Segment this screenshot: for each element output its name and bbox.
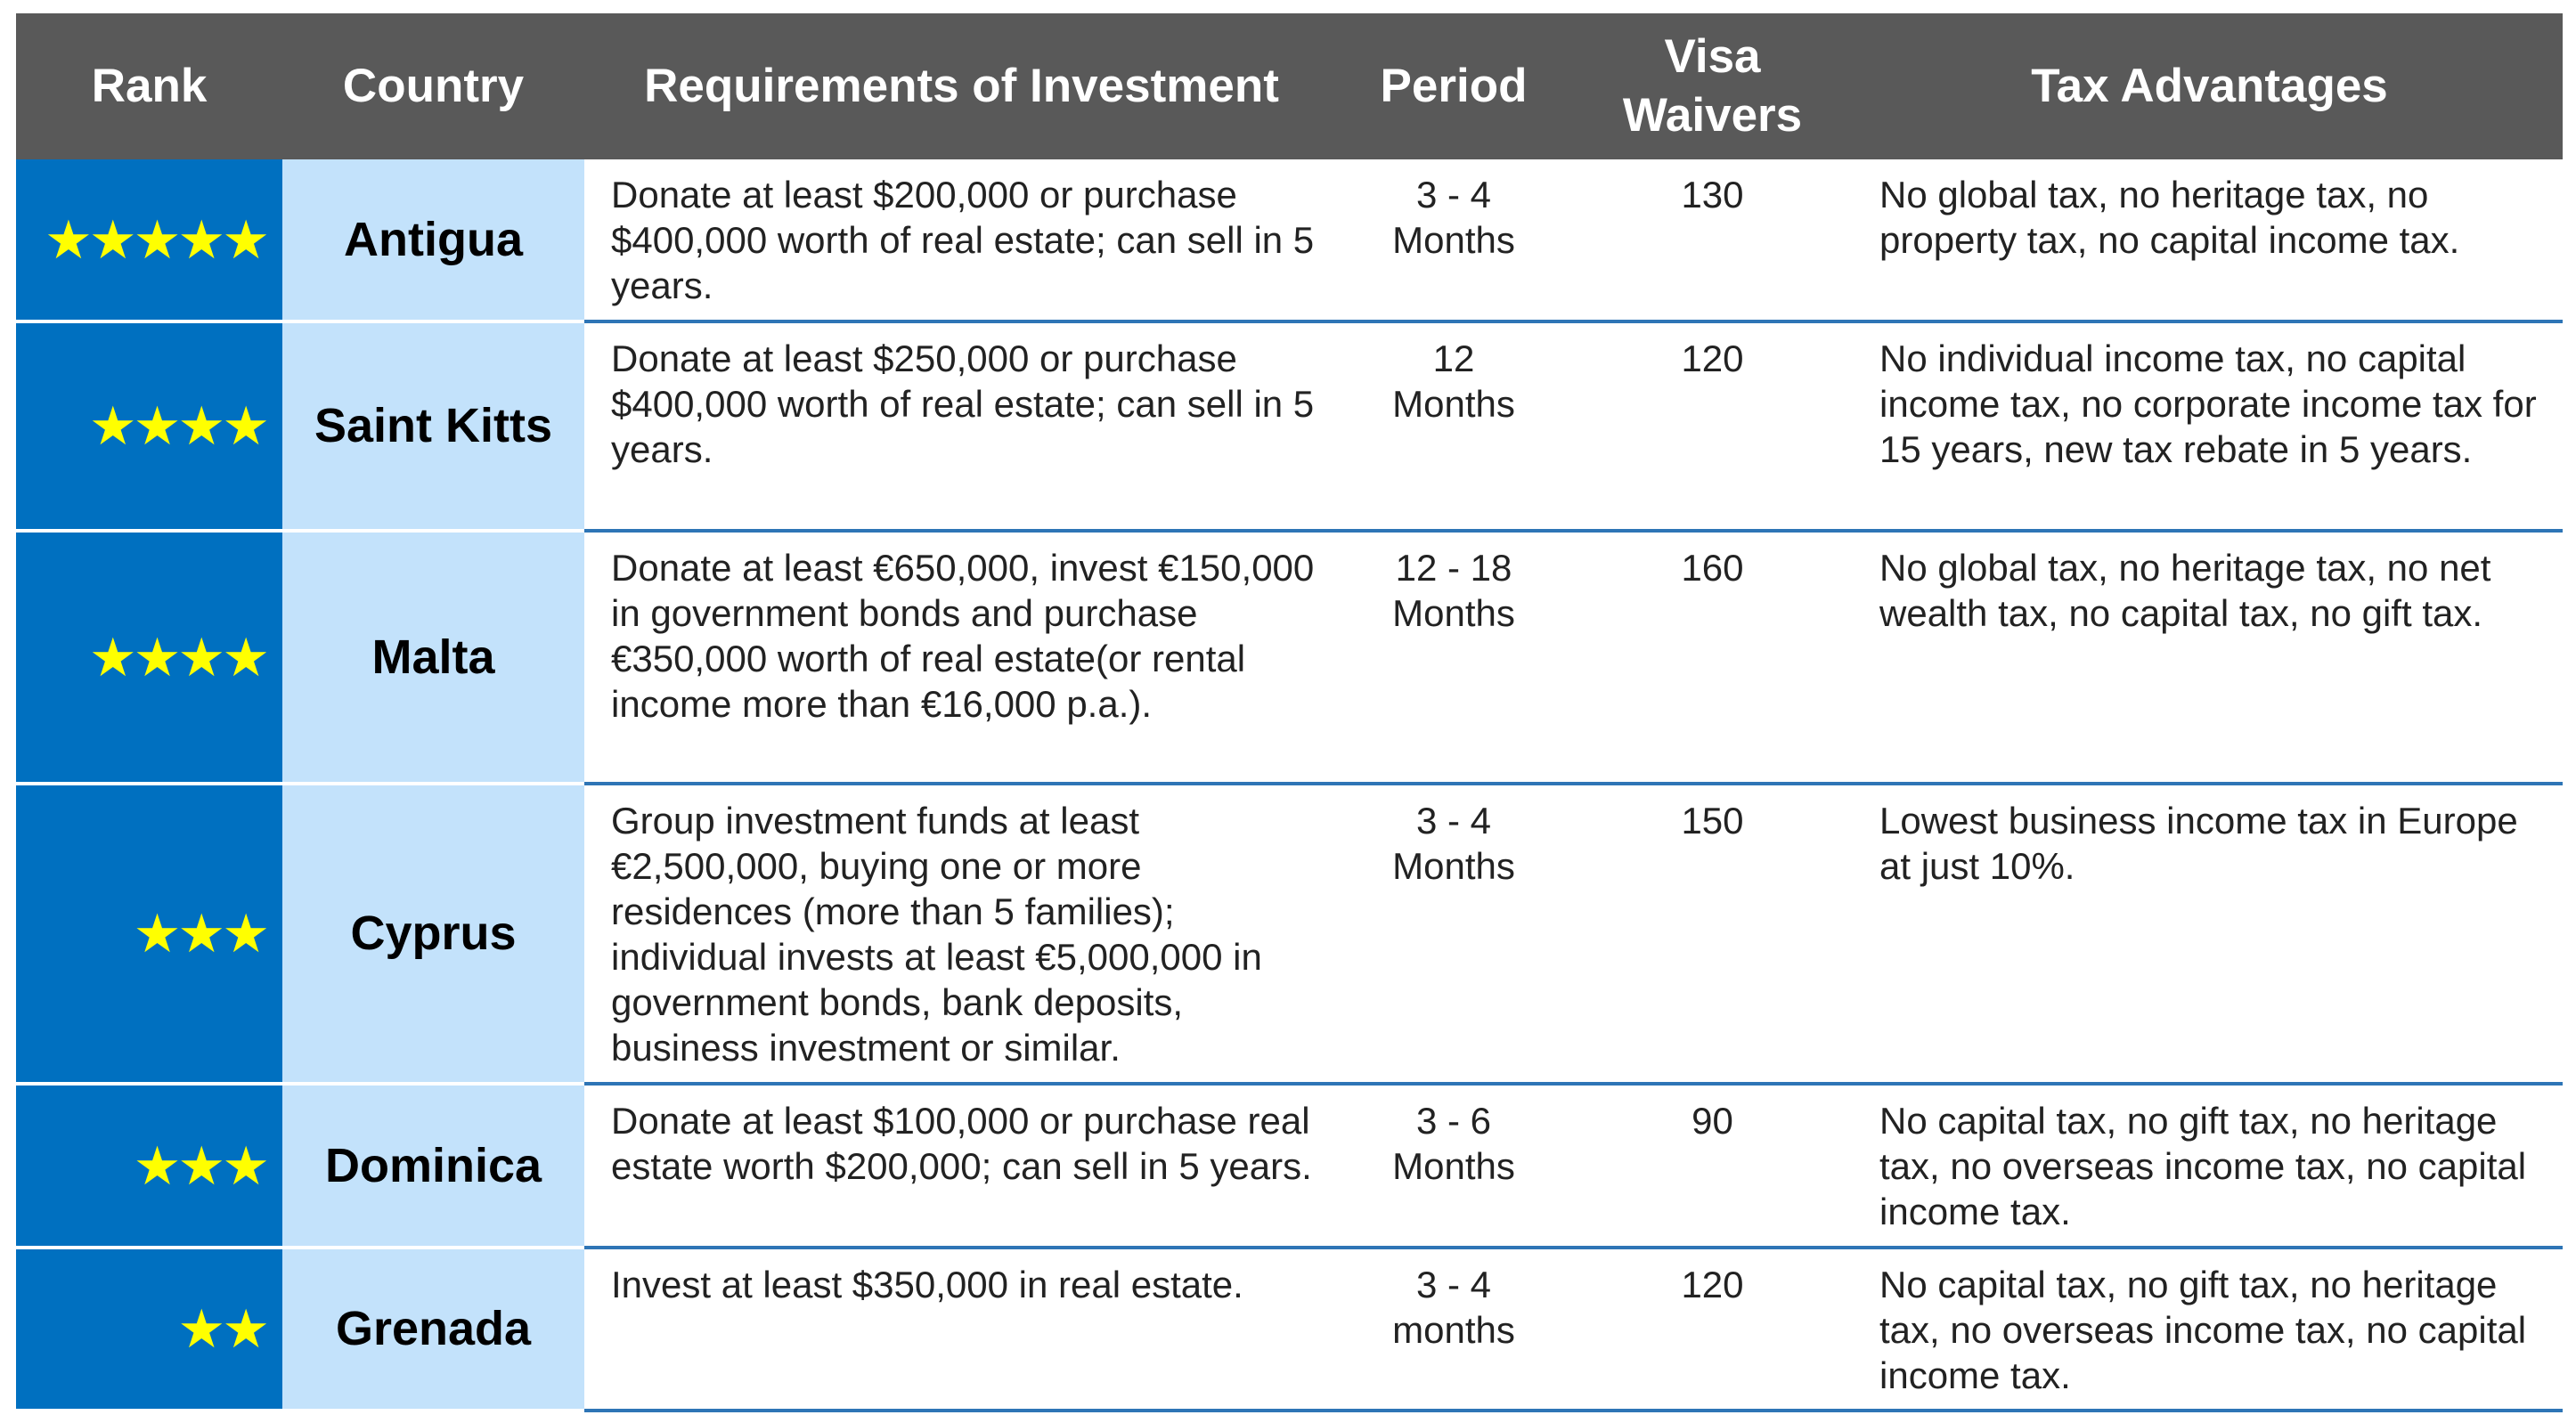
country-name: Malta (282, 531, 584, 785)
header-cell: Country (282, 13, 584, 159)
table-row: ★★★★★ Antigua Donate at least $200,000 or … (16, 159, 2563, 323)
country-name: Antigua (282, 159, 584, 323)
country-name: Grenada (282, 1248, 584, 1412)
rank-stars: ★★★★ (16, 321, 282, 533)
tax-advantages: No global tax, no heritage tax, no prope… (1856, 159, 2563, 323)
period: 12 Months (1339, 321, 1569, 533)
period: 12 - 18 Months (1339, 531, 1569, 785)
table-row: ★★★ Cyprus Group investment funds at least… (16, 784, 2563, 1086)
tax-advantages: No individual income tax, no capital inc… (1856, 321, 2563, 533)
rank-stars: ★★★★★ (16, 159, 282, 323)
requirements: Donate at least $250,000 or purchase $40… (584, 321, 1339, 533)
country-name: Cyprus (282, 784, 584, 1086)
country-name: Dominica (282, 1084, 584, 1249)
country-name: Saint Kitts (282, 321, 584, 533)
table-body: ★★★★★ Antigua Donate at least $200,000 or … (16, 159, 2563, 1412)
header-cell: Requirements of Investment (584, 13, 1339, 159)
period: 3 - 4 Months (1339, 159, 1569, 323)
table-row: ★★★★ Saint Kitts Donate at least $250,000 … (16, 321, 2563, 533)
tax-advantages: No global tax, no heritage tax, no net w… (1856, 531, 2563, 785)
requirements: Donate at least $200,000 or purchase $40… (584, 159, 1339, 323)
rank-stars: ★★ (16, 1248, 282, 1412)
visa-waivers: 130 (1569, 159, 1856, 323)
rank-stars: ★★★★ (16, 531, 282, 785)
table-row: ★★★ Dominica Donate at least $100,000 or p… (16, 1084, 2563, 1249)
visa-table: Rank Country Requirements of Investment Per… (16, 13, 2563, 1412)
table-row: ★★ Grenada Invest at least $350,000 in rea… (16, 1248, 2563, 1412)
visa-waivers: 150 (1569, 784, 1856, 1086)
tax-advantages: No capital tax, no gift tax, no heritage… (1856, 1248, 2563, 1412)
tax-advantages: Lowest business income tax in Europe at … (1856, 784, 2563, 1086)
requirements: Group investment funds at least €2,500,0… (584, 784, 1339, 1086)
visa-waivers: 160 (1569, 531, 1856, 785)
rank-stars: ★★★ (16, 1084, 282, 1249)
header-cell: Rank (16, 13, 282, 159)
visa-waivers: 120 (1569, 1248, 1856, 1412)
header-row: Rank Country Requirements of Investment Per… (16, 13, 2563, 159)
requirements: Donate at least €650,000, invest €150,00… (584, 531, 1339, 785)
period: 3 - 4 Months (1339, 784, 1569, 1086)
visa-waivers: 90 (1569, 1084, 1856, 1249)
requirements: Invest at least $350,000 in real estate. (584, 1248, 1339, 1412)
period: 3 - 6 Months (1339, 1084, 1569, 1249)
period: 3 - 4 months (1339, 1248, 1569, 1412)
table-row: ★★★★ Malta Donate at least €650,000, inves… (16, 531, 2563, 785)
header-cell: Period (1339, 13, 1569, 159)
tax-advantages: No capital tax, no gift tax, no heritage… (1856, 1084, 2563, 1249)
visa-waivers: 120 (1569, 321, 1856, 533)
requirements: Donate at least $100,000 or purchase rea… (584, 1084, 1339, 1249)
header-cell: Tax Advantages (1856, 13, 2563, 159)
header-cell: Visa Waivers (1569, 13, 1856, 159)
rank-stars: ★★★ (16, 784, 282, 1086)
